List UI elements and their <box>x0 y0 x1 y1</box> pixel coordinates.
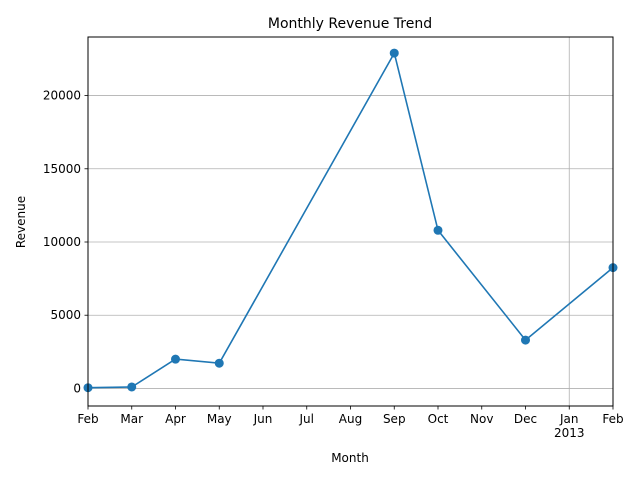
y-tick-label-0: 0 <box>73 381 81 395</box>
series-line-0 <box>87 50 614 389</box>
y-tick-label-3: 15000 <box>43 162 81 176</box>
x-tick-label-1: Mar <box>120 412 143 426</box>
y-tick-label-1: 5000 <box>50 308 81 322</box>
data-point-4 <box>389 48 399 58</box>
data-point-3 <box>214 358 224 368</box>
grid-lines <box>88 37 613 406</box>
series-layer <box>83 48 618 393</box>
x-tick-label-12: Feb <box>602 412 623 426</box>
x-tick-label-6: Aug <box>339 412 362 426</box>
plot-frame <box>87 36 614 407</box>
data-point-1 <box>127 382 137 392</box>
x-tick-label-11: Jan <box>559 412 579 426</box>
axis-ticks: 0 5000 10000 15000 20000 Feb Mar Apr May Jun Jul Au… <box>43 89 624 440</box>
x-tick-label-2: Apr <box>165 412 186 426</box>
x-axis-title: Month <box>331 451 369 465</box>
data-point-6 <box>521 335 530 345</box>
x-tick-label-9: Nov <box>470 412 493 426</box>
data-point-2 <box>171 354 180 364</box>
x-tick-label-4: Jun <box>253 412 273 426</box>
x-tick-sublabel-11: 2013 <box>554 426 585 440</box>
x-tick-label-10: Dec <box>514 412 537 426</box>
x-tick-label-3: May <box>207 412 232 426</box>
y-axis-title: Revenue <box>14 196 28 248</box>
chart-title: Monthly Revenue Trend <box>268 16 432 32</box>
y-tick-label-2: 10000 <box>43 235 81 249</box>
y-tick-label-4: 20000 <box>43 89 81 103</box>
x-tick-label-0: Feb <box>77 412 98 426</box>
x-tick-label-5: Jul <box>299 412 314 426</box>
x-tick-label-8: Oct <box>428 412 449 426</box>
x-tick-label-7: Sep <box>383 412 406 426</box>
data-point-5 <box>433 225 443 235</box>
